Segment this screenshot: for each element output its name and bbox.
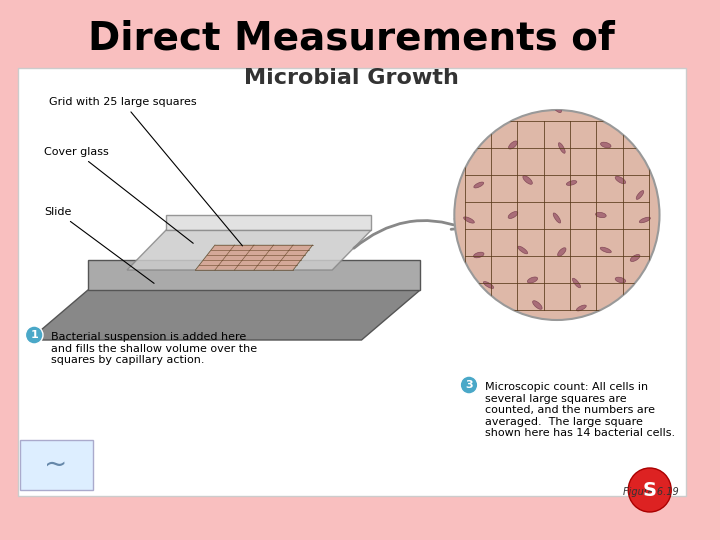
Ellipse shape xyxy=(639,148,651,152)
Circle shape xyxy=(454,110,660,320)
Ellipse shape xyxy=(488,308,499,312)
Ellipse shape xyxy=(518,246,528,254)
Text: 1: 1 xyxy=(30,330,38,340)
Ellipse shape xyxy=(474,252,484,258)
Text: S: S xyxy=(643,481,657,500)
FancyArrowPatch shape xyxy=(354,219,464,248)
Ellipse shape xyxy=(615,176,626,184)
Ellipse shape xyxy=(559,143,565,153)
Text: Bacterial suspension is added here
and fills the shallow volume over the
squares: Bacterial suspension is added here and f… xyxy=(51,332,257,365)
Ellipse shape xyxy=(508,212,518,219)
Polygon shape xyxy=(127,230,372,270)
Ellipse shape xyxy=(508,141,518,149)
Text: Cover glass: Cover glass xyxy=(44,147,193,244)
Text: Microscopic count: All cells in
several large squares are
counted, and the numbe: Microscopic count: All cells in several … xyxy=(485,382,675,438)
Ellipse shape xyxy=(527,277,538,283)
Ellipse shape xyxy=(630,254,640,261)
Ellipse shape xyxy=(577,305,586,311)
Polygon shape xyxy=(166,215,372,230)
Text: Slide: Slide xyxy=(44,207,154,284)
Circle shape xyxy=(25,326,43,344)
Ellipse shape xyxy=(615,277,626,283)
Ellipse shape xyxy=(557,248,566,256)
Ellipse shape xyxy=(600,142,611,148)
Ellipse shape xyxy=(600,247,611,253)
Circle shape xyxy=(629,468,671,512)
Text: Microbial Growth: Microbial Growth xyxy=(244,68,459,88)
Text: ~: ~ xyxy=(44,451,68,479)
Ellipse shape xyxy=(523,176,532,184)
Ellipse shape xyxy=(595,212,606,218)
Ellipse shape xyxy=(620,302,631,308)
Ellipse shape xyxy=(483,281,494,288)
Text: Figure 6.19: Figure 6.19 xyxy=(624,487,679,497)
Text: 3: 3 xyxy=(465,380,473,390)
Text: Grid with 25 large squares: Grid with 25 large squares xyxy=(49,97,243,246)
Circle shape xyxy=(460,376,478,394)
Ellipse shape xyxy=(567,180,577,185)
Ellipse shape xyxy=(474,182,484,188)
Ellipse shape xyxy=(595,110,606,114)
Ellipse shape xyxy=(572,278,580,288)
Ellipse shape xyxy=(533,301,542,309)
Ellipse shape xyxy=(639,217,650,223)
Ellipse shape xyxy=(464,217,474,223)
Polygon shape xyxy=(30,290,420,340)
Polygon shape xyxy=(88,260,420,290)
Ellipse shape xyxy=(636,191,644,199)
Polygon shape xyxy=(195,245,312,270)
Ellipse shape xyxy=(630,116,640,124)
Ellipse shape xyxy=(513,103,523,107)
Ellipse shape xyxy=(553,213,561,223)
Ellipse shape xyxy=(474,114,484,122)
FancyBboxPatch shape xyxy=(17,68,686,496)
Ellipse shape xyxy=(464,147,474,153)
Ellipse shape xyxy=(640,286,649,294)
FancyBboxPatch shape xyxy=(19,440,93,490)
Ellipse shape xyxy=(552,103,562,113)
Text: Direct Measurements of: Direct Measurements of xyxy=(89,19,615,57)
